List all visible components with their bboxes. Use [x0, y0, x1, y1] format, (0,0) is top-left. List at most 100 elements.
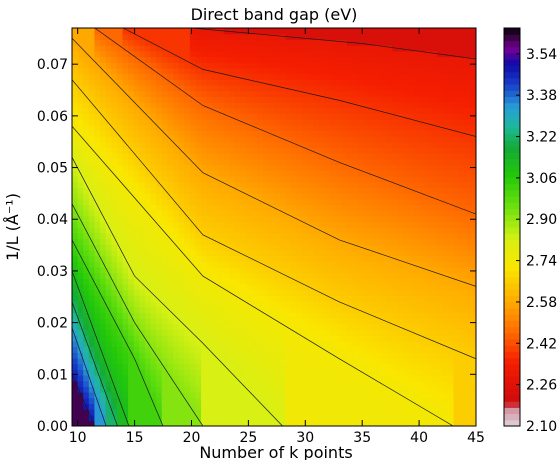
heatmap-cell — [425, 107, 432, 114]
heatmap-cell — [100, 170, 107, 177]
heatmap-cell — [257, 175, 264, 183]
heatmap-cell — [245, 278, 253, 285]
heatmap-cell — [139, 215, 146, 223]
heatmap-cell — [217, 79, 225, 86]
heatmap-cell — [307, 335, 314, 342]
heatmap-cell — [184, 96, 191, 103]
heatmap-cell — [240, 255, 247, 262]
heatmap-cell — [184, 67, 191, 75]
heatmap-cell — [161, 357, 169, 365]
heatmap-cell — [234, 147, 242, 154]
heatmap-cell — [346, 175, 354, 183]
heatmap-cell — [369, 79, 376, 86]
heatmap-cell — [436, 124, 444, 132]
heatmap-cell — [290, 357, 298, 365]
heatmap-cell — [257, 261, 264, 268]
heatmap-cell — [178, 352, 185, 359]
heatmap-cell — [447, 352, 455, 359]
heatmap-cell — [375, 221, 382, 228]
heatmap-cell — [206, 369, 213, 376]
heatmap-cell — [403, 227, 410, 234]
heatmap-cell — [262, 357, 270, 365]
heatmap-cell — [470, 380, 476, 387]
heatmap-cell — [447, 403, 455, 410]
heatmap-cell — [161, 391, 169, 399]
heatmap-cell — [352, 33, 359, 41]
heatmap-cell — [206, 215, 213, 223]
heatmap-cell — [380, 153, 387, 160]
heatmap-cell — [453, 386, 460, 393]
heatmap-cell — [144, 408, 152, 416]
heatmap-cell — [116, 340, 124, 348]
heatmap-cell — [94, 101, 101, 109]
heatmap-cell — [94, 300, 101, 308]
heatmap-cell — [391, 420, 399, 426]
heatmap-cell — [234, 272, 242, 279]
heatmap-cell — [88, 363, 96, 370]
heatmap-cell — [100, 363, 107, 370]
heatmap-cell — [184, 369, 191, 376]
heatmap-cell — [302, 198, 309, 205]
heatmap-cell — [77, 340, 84, 348]
heatmap-cell — [122, 192, 129, 200]
heatmap-cell — [380, 101, 387, 109]
heatmap-cell — [386, 198, 393, 205]
heatmap-cell — [352, 278, 359, 285]
heatmap-cell — [195, 153, 202, 160]
heatmap-cell — [296, 278, 303, 285]
heatmap-cell — [178, 255, 185, 262]
heatmap-cell — [111, 192, 118, 200]
heatmap-cell — [178, 73, 185, 80]
heatmap-cell — [195, 90, 202, 97]
heatmap-cell — [352, 187, 359, 194]
heatmap-cell — [122, 96, 129, 103]
heatmap-cell — [122, 73, 129, 80]
heatmap-cell — [116, 164, 124, 171]
heatmap-cell — [111, 346, 118, 353]
heatmap-cell — [324, 317, 331, 325]
heatmap-cell — [122, 323, 129, 331]
heatmap-cell — [128, 158, 135, 166]
heatmap-cell — [464, 363, 472, 370]
heatmap-cell — [464, 118, 472, 126]
heatmap-cell — [161, 278, 169, 285]
heatmap-cell — [341, 420, 348, 426]
heatmap-cell — [397, 107, 404, 114]
heatmap-cell — [436, 249, 444, 257]
heatmap-cell — [268, 113, 275, 120]
heatmap-cell — [257, 147, 264, 154]
heatmap-cell — [111, 312, 118, 319]
heatmap-cell — [290, 397, 298, 404]
heatmap-cell — [363, 192, 371, 200]
heatmap-cell — [296, 164, 303, 171]
heatmap-cell — [251, 181, 258, 188]
heatmap-cell — [442, 79, 449, 86]
heatmap-cell — [251, 96, 258, 103]
heatmap-cell — [184, 295, 191, 302]
heatmap-cell — [240, 369, 247, 376]
heatmap-cell — [307, 136, 314, 143]
heatmap-cell — [414, 312, 421, 319]
heatmap-cell — [403, 130, 410, 137]
heatmap-cell — [313, 346, 320, 353]
heatmap-cell — [318, 153, 326, 160]
heatmap-cell — [223, 221, 230, 228]
heatmap-cell — [173, 45, 180, 52]
heatmap-cell — [229, 147, 236, 154]
heatmap-cell — [268, 266, 275, 274]
heatmap-cell — [229, 67, 236, 75]
heatmap-cell — [234, 289, 242, 296]
heatmap-cell — [307, 374, 314, 382]
heatmap-cell — [447, 272, 455, 279]
heatmap-cell — [279, 192, 286, 200]
heatmap-cell — [116, 141, 124, 149]
heatmap-cell — [459, 33, 466, 41]
heatmap-cell — [245, 374, 253, 382]
heatmap-cell — [201, 289, 208, 296]
heatmap-cell — [330, 283, 337, 291]
heatmap-cell — [391, 96, 399, 103]
heatmap-cell — [245, 209, 253, 217]
heatmap-cell — [386, 232, 393, 240]
heatmap-cell — [189, 204, 197, 211]
heatmap-cell — [330, 39, 337, 46]
